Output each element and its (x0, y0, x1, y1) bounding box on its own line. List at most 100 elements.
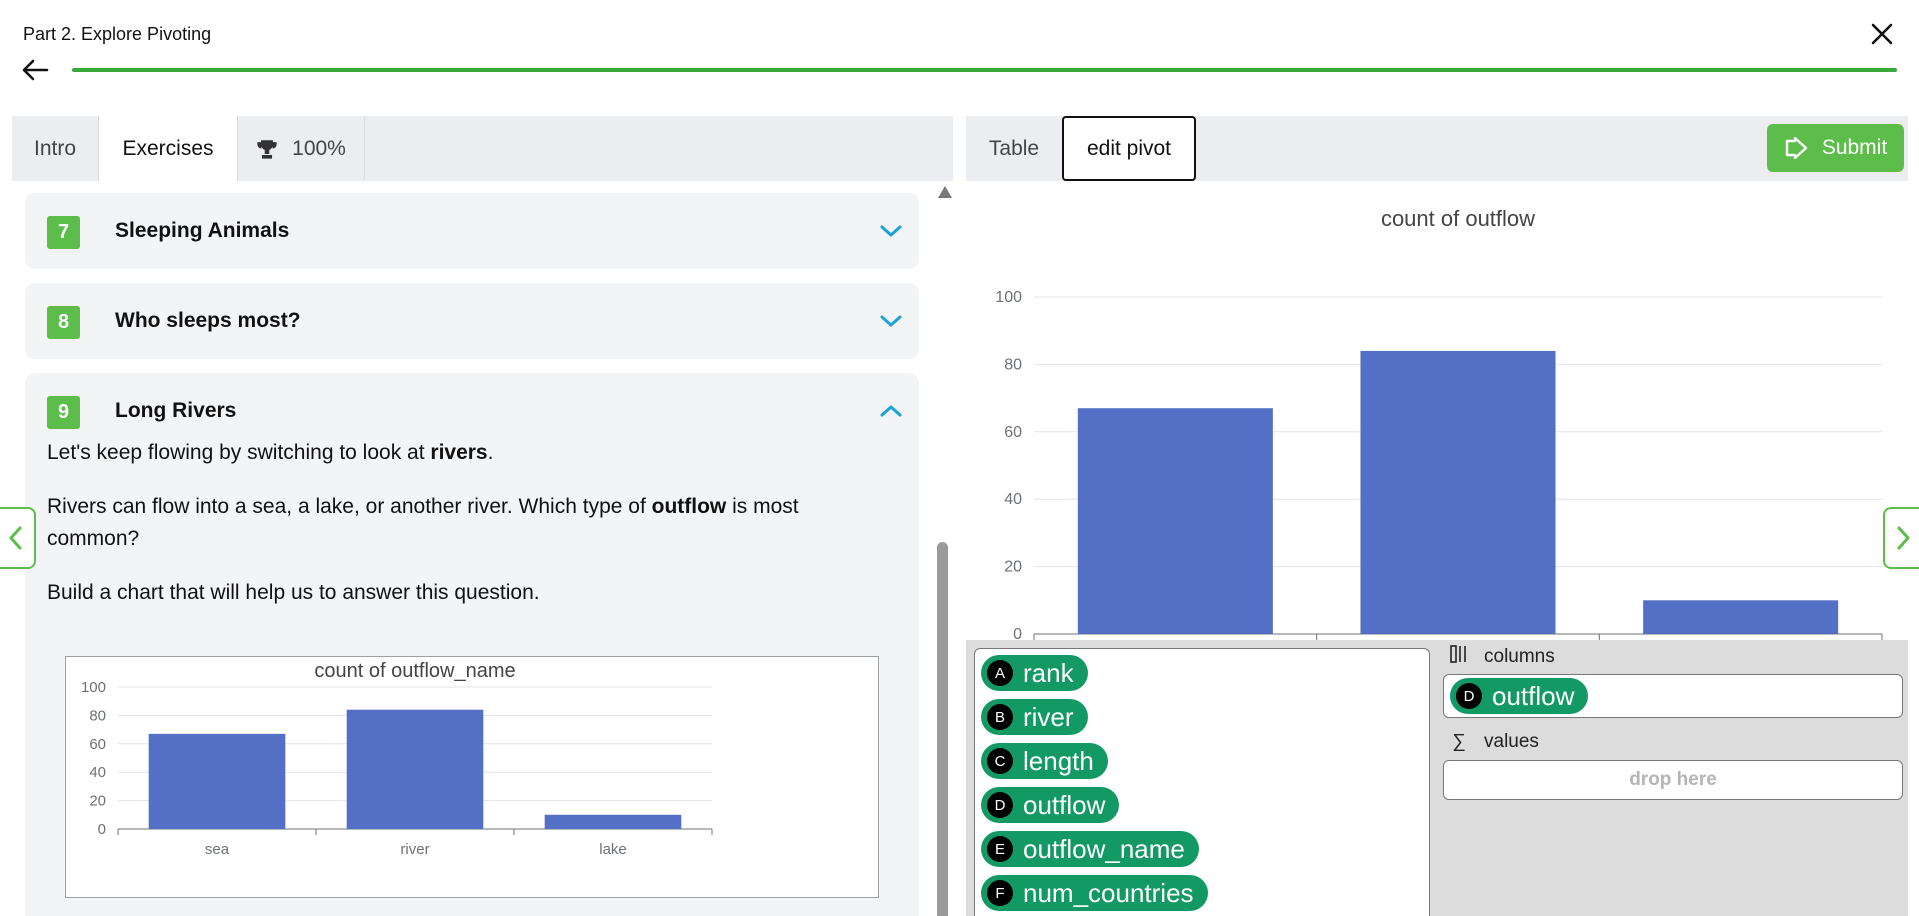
submit-arrow-icon (1785, 137, 1808, 159)
bar-river (1360, 350, 1556, 634)
field-letter: D (987, 792, 1013, 818)
exercise-number: 8 (47, 306, 80, 339)
y-tick-label: 20 (89, 793, 106, 810)
x-tick-label: lake (599, 841, 627, 858)
sigma-icon: ∑ (1452, 731, 1466, 752)
field-name: outflow (1023, 789, 1106, 820)
tab-intro[interactable]: Intro (12, 116, 99, 181)
exercise-title: Who sleeps most? (115, 309, 301, 332)
exercise-title: Long Rivers (115, 399, 237, 422)
field-name: outflow_name (1023, 833, 1185, 864)
y-tick-label: 0 (1013, 626, 1022, 641)
bar-sea (1077, 408, 1273, 634)
x-tick-label: sea (205, 841, 230, 858)
values-label: values (1484, 731, 1539, 752)
bar-lake (544, 814, 682, 829)
y-tick-label: 40 (89, 764, 106, 781)
tab-score[interactable]: 100% (238, 116, 365, 181)
instructions-panel: Intro Exercises 100% 7 Sleeping Animals … (12, 116, 953, 916)
example-chart: count of outflow_name 0 20 40 60 80 100 sea rive… (65, 656, 879, 898)
chevron-left-icon (9, 526, 22, 550)
field-name: rank (1023, 657, 1074, 688)
progress-bar (72, 68, 1897, 72)
chart-title: count of outflow_name (314, 660, 515, 682)
exercise-paragraph: Build a chart that will help us to answe… (47, 581, 540, 604)
exercise-card: 7 Sleeping Animals (25, 193, 919, 269)
field-letter: F (987, 880, 1013, 906)
pivot-panel: Table edit pivot Submit count of outflow… (966, 116, 1908, 916)
exercise-card: 8 Who sleeps most? (25, 283, 919, 359)
y-tick-label: 100 (995, 289, 1022, 306)
example-bar-chart: count of outflow_name 0 20 40 60 80 100 sea rive… (81, 660, 713, 858)
tab-label: Exercises (122, 136, 214, 160)
left-tabbar: Intro Exercises 100% (12, 116, 953, 181)
field-letter: C (987, 748, 1013, 774)
exercise-number: 9 (47, 396, 80, 429)
columns-icon (1448, 644, 1470, 670)
y-tick-label: 20 (1004, 559, 1022, 576)
previous-button[interactable] (0, 507, 36, 569)
columns-zone-label: columns (1448, 644, 1555, 670)
pivot-bar-chart: count of outflow020406080100seariverlake (995, 206, 1883, 664)
field-letter: A (987, 660, 1013, 686)
next-button[interactable] (1883, 507, 1919, 569)
tab-label: edit pivot (1086, 136, 1172, 160)
bar-river (346, 709, 484, 829)
scrollbar[interactable] (935, 186, 952, 916)
y-tick-label: 60 (1004, 424, 1022, 441)
y-tick-label: 40 (1004, 491, 1022, 508)
exercise-number: 7 (47, 216, 80, 249)
tab-label: Intro (33, 136, 77, 160)
submit-button[interactable]: Submit (1767, 124, 1904, 172)
field-name: outflow (1492, 680, 1575, 711)
exercise-header[interactable]: 9 Long Rivers (25, 373, 919, 449)
submit-label: Submit (1821, 136, 1888, 159)
tab-table[interactable]: Table (966, 116, 1062, 181)
exercise-header[interactable]: 7 Sleeping Animals (25, 193, 919, 269)
right-tabbar: Table edit pivot Submit (966, 116, 1908, 181)
bar-lake (1643, 600, 1839, 634)
y-tick-label: 80 (89, 707, 106, 724)
field-letter: E (987, 836, 1013, 862)
pivot-chart: count of outflow020406080100seariverlake (966, 181, 1908, 664)
chevron-down-icon[interactable] (879, 313, 903, 329)
chart-title: count of outflow (1381, 206, 1535, 231)
field-name: river (1023, 701, 1074, 732)
field-letter: D (1456, 683, 1482, 709)
field-name: length (1023, 745, 1094, 776)
chevron-up-icon[interactable] (879, 403, 903, 419)
exercise-header[interactable]: 8 Who sleeps most? (25, 283, 919, 359)
columns-label: columns (1484, 646, 1555, 667)
tab-edit-pivot[interactable]: edit pivot (1062, 116, 1196, 181)
back-arrow-icon[interactable] (20, 56, 50, 84)
bar-sea (148, 733, 286, 829)
scroll-up-icon[interactable] (938, 186, 952, 198)
trophy-icon (257, 139, 277, 159)
y-tick-label: 80 (1004, 356, 1022, 373)
values-zone-label: ∑ values (1448, 731, 1539, 753)
exercise-title: Sleeping Animals (115, 219, 290, 242)
y-tick-label: 0 (98, 821, 106, 838)
page-title: Part 2. Explore Pivoting (23, 24, 212, 44)
chevron-down-icon[interactable] (879, 223, 903, 239)
exercise-paragraph: Let's keep flowing by switching to look … (47, 441, 494, 464)
scroll-thumb[interactable] (937, 542, 948, 916)
x-tick-label: river (400, 841, 429, 858)
chevron-right-icon (1897, 526, 1910, 550)
y-tick-label: 60 (89, 736, 106, 753)
values-drop-zone[interactable]: drop here (1443, 760, 1903, 800)
close-icon[interactable] (1868, 20, 1896, 48)
tab-exercises[interactable]: Exercises (99, 116, 238, 181)
exercise-list[interactable]: 7 Sleeping Animals 8 Who sleeps most? 9 … (12, 181, 953, 916)
score-label: 100% (292, 136, 346, 160)
